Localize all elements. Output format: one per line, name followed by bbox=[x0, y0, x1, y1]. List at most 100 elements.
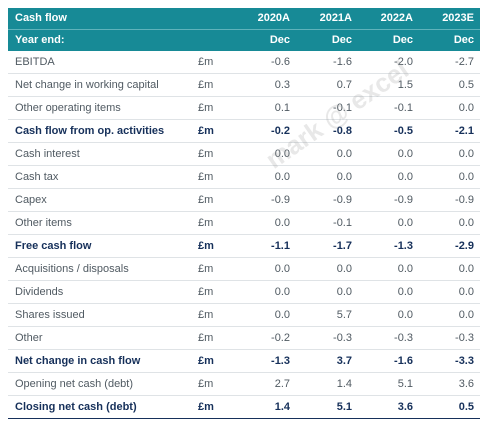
value: -0.9 bbox=[455, 194, 474, 206]
value: -0.3 bbox=[455, 332, 474, 344]
value: -0.1 bbox=[394, 102, 413, 114]
value: -0.3 bbox=[394, 332, 413, 344]
value: -2.9 bbox=[455, 240, 474, 252]
table-title: Cash flow bbox=[15, 12, 67, 24]
value: 0.0 bbox=[336, 286, 352, 298]
value: 0.0 bbox=[458, 217, 474, 229]
value: 1.4 bbox=[274, 401, 290, 413]
value: 0.0 bbox=[397, 171, 413, 183]
table-row: Net change in working capital £m 0.3 0.7 1.5… bbox=[8, 74, 480, 97]
table-body: EBITDA £m -0.6 -1.6 -2.0 -2.7 Net change in wo… bbox=[8, 51, 480, 419]
table-row: EBITDA £m -0.6 -1.6 -2.0 -2.7 bbox=[8, 51, 480, 74]
row-label: Shares issued bbox=[15, 309, 85, 321]
value: -3.3 bbox=[455, 355, 474, 367]
cash-flow-table: Cash flow 2020A 2021A 2022A 2023E Year e… bbox=[8, 8, 480, 419]
value: -1.6 bbox=[394, 355, 413, 367]
value: 0.5 bbox=[458, 401, 474, 413]
value: -2.1 bbox=[455, 125, 474, 137]
year: 2022A bbox=[380, 12, 413, 24]
value: 0.0 bbox=[274, 171, 290, 183]
header-row: Cash flow 2020A 2021A 2022A 2023E bbox=[8, 8, 480, 29]
row-label: Other items bbox=[15, 217, 72, 229]
value: -1.6 bbox=[333, 56, 352, 68]
value: -0.2 bbox=[271, 125, 290, 137]
month: Dec bbox=[269, 34, 290, 46]
value: 0.0 bbox=[274, 217, 290, 229]
month: Dec bbox=[453, 34, 474, 46]
value: 0.0 bbox=[397, 263, 413, 275]
row-label: Acquisitions / disposals bbox=[15, 263, 129, 275]
value: -1.3 bbox=[394, 240, 413, 252]
value: 0.0 bbox=[397, 217, 413, 229]
table-row: Other £m -0.2 -0.3 -0.3 -0.3 bbox=[8, 327, 480, 350]
value: -1.3 bbox=[271, 355, 290, 367]
table-row: Shares issued £m 0.0 5.7 0.0 0.0 bbox=[8, 304, 480, 327]
unit: £m bbox=[198, 240, 214, 252]
table-row: Other operating items £m 0.1 -0.1 -0.1 0.0 bbox=[8, 97, 480, 120]
value: 0.0 bbox=[397, 309, 413, 321]
value: 5.7 bbox=[336, 309, 352, 321]
header-row: Year end: Dec Dec Dec Dec bbox=[8, 29, 480, 51]
value: -0.9 bbox=[394, 194, 413, 206]
table-row: Net change in cash flow £m -1.3 3.7 -1.6 -3.3 bbox=[8, 350, 480, 373]
unit: £m bbox=[198, 309, 214, 321]
value: -0.3 bbox=[333, 332, 352, 344]
value: 5.1 bbox=[397, 378, 413, 390]
row-label: Other bbox=[15, 332, 43, 344]
value: -0.2 bbox=[271, 332, 290, 344]
table-row: Free cash flow £m -1.1 -1.7 -1.3 -2.9 bbox=[8, 235, 480, 258]
value: 0.0 bbox=[336, 148, 352, 160]
row-label: Closing net cash (debt) bbox=[15, 401, 137, 413]
table-row: Closing net cash (debt) £m 1.4 5.1 3.6 0.5 bbox=[8, 396, 480, 419]
month: Dec bbox=[331, 34, 352, 46]
unit: £m bbox=[198, 125, 214, 137]
value: -0.1 bbox=[333, 102, 352, 114]
row-label: Other operating items bbox=[15, 102, 121, 114]
value: 0.0 bbox=[274, 148, 290, 160]
value: 1.4 bbox=[336, 378, 352, 390]
table-row: Cash flow from op. activities £m -0.2 -0.8 -… bbox=[8, 120, 480, 143]
value: 5.1 bbox=[336, 401, 352, 413]
row-label: Free cash flow bbox=[15, 240, 92, 252]
row-label: Opening net cash (debt) bbox=[15, 378, 134, 390]
table-row: Capex £m -0.9 -0.9 -0.9 -0.9 bbox=[8, 189, 480, 212]
value: 0.0 bbox=[274, 263, 290, 275]
table-row: Cash interest £m 0.0 0.0 0.0 0.0 bbox=[8, 143, 480, 166]
value: 0.1 bbox=[274, 102, 290, 114]
row-label: Cash interest bbox=[15, 148, 80, 160]
value: -0.9 bbox=[271, 194, 290, 206]
unit: £m bbox=[198, 401, 214, 413]
value: 3.6 bbox=[397, 401, 413, 413]
unit: £m bbox=[198, 332, 214, 344]
value: -2.0 bbox=[394, 56, 413, 68]
value: 0.0 bbox=[397, 148, 413, 160]
value: 0.7 bbox=[336, 79, 352, 91]
unit: £m bbox=[198, 171, 214, 183]
row-label: Net change in working capital bbox=[15, 79, 159, 91]
row-label: Cash tax bbox=[15, 171, 59, 183]
year: 2023E bbox=[442, 12, 474, 24]
value: -0.8 bbox=[333, 125, 352, 137]
value: -0.5 bbox=[394, 125, 413, 137]
table-row: Dividends £m 0.0 0.0 0.0 0.0 bbox=[8, 281, 480, 304]
value: 0.0 bbox=[458, 102, 474, 114]
value: 3.7 bbox=[336, 355, 352, 367]
unit: £m bbox=[198, 263, 214, 275]
value: 0.0 bbox=[458, 286, 474, 298]
value: 0.0 bbox=[397, 286, 413, 298]
unit: £m bbox=[198, 102, 214, 114]
year: 2021A bbox=[319, 12, 352, 24]
value: 0.3 bbox=[274, 79, 290, 91]
table-row: Acquisitions / disposals £m 0.0 0.0 0.0 0.0 bbox=[8, 258, 480, 281]
value: 0.5 bbox=[458, 79, 474, 91]
value: 1.5 bbox=[397, 79, 413, 91]
unit: £m bbox=[198, 194, 214, 206]
value: 0.0 bbox=[274, 309, 290, 321]
row-label: EBITDA bbox=[15, 56, 55, 68]
value: -2.7 bbox=[455, 56, 474, 68]
value: 3.6 bbox=[458, 378, 474, 390]
unit: £m bbox=[198, 378, 214, 390]
value: 2.7 bbox=[274, 378, 290, 390]
value: -0.6 bbox=[271, 56, 290, 68]
